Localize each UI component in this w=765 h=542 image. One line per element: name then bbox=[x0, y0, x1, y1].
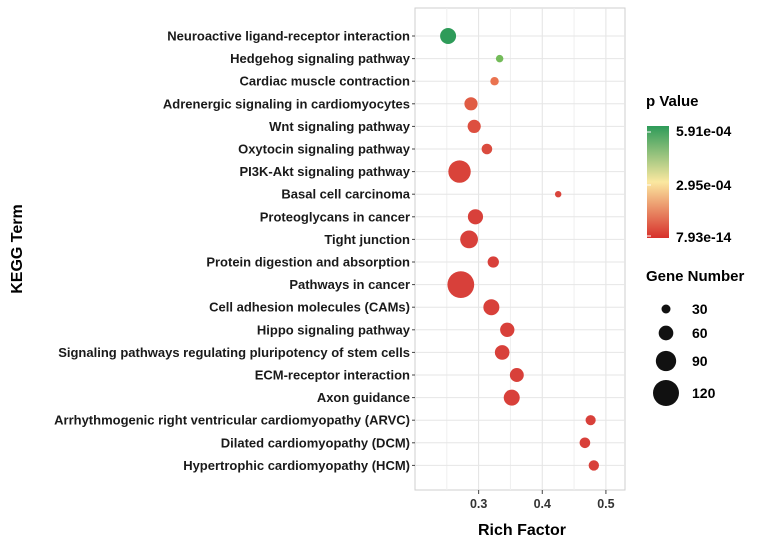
x-tick-label: 0.4 bbox=[534, 497, 551, 511]
y-tick-label: Cell adhesion molecules (CAMs) bbox=[209, 300, 410, 315]
data-point bbox=[554, 191, 562, 198]
color-legend-label-high: 5.91e-04 bbox=[676, 123, 731, 139]
data-point bbox=[494, 345, 510, 360]
y-tick-label: Tight junction bbox=[324, 232, 410, 247]
color-legend-label-low: 7.93e-14 bbox=[676, 229, 731, 245]
y-tick-label: Wnt signaling pathway bbox=[269, 119, 411, 134]
y-tick-label: Signaling pathways regulating pluripoten… bbox=[58, 345, 410, 360]
plot-panel bbox=[414, 7, 626, 491]
data-point bbox=[500, 322, 515, 337]
category-labels: Neuroactive ligand-receptor interaction H… bbox=[54, 29, 415, 473]
x-tick-label: 0.3 bbox=[470, 497, 487, 511]
x-axis-title: Rich Factor bbox=[478, 522, 566, 539]
data-point bbox=[585, 415, 596, 426]
y-tick-label: Basal cell carcinoma bbox=[281, 187, 410, 202]
size-legend-circle bbox=[661, 304, 671, 314]
y-tick-label: Pathways in cancer bbox=[289, 277, 410, 292]
data-point bbox=[503, 389, 520, 406]
y-tick-label: Neuroactive ligand-receptor interaction bbox=[167, 29, 410, 44]
color-legend-bar bbox=[647, 126, 669, 238]
size-legend-title: Gene Number bbox=[646, 268, 745, 285]
data-point bbox=[588, 460, 599, 471]
data-point bbox=[467, 119, 481, 133]
y-tick-label: Adrenergic signaling in cardiomyocytes bbox=[163, 96, 410, 111]
grid-lines bbox=[415, 8, 625, 490]
data-point bbox=[483, 299, 500, 316]
size-legend-circle bbox=[658, 325, 674, 341]
data-point bbox=[460, 230, 479, 249]
color-legend-title: p Value bbox=[646, 93, 699, 110]
size-legend-label: 120 bbox=[692, 385, 716, 401]
y-tick-label: Hypertrophic cardiomyopathy (HCM) bbox=[183, 458, 410, 473]
y-tick-label: Axon guidance bbox=[317, 390, 410, 405]
y-axis-title: KEGG Term bbox=[9, 204, 26, 294]
data-point bbox=[448, 160, 471, 183]
y-tick-label: Protein digestion and absorption bbox=[206, 255, 410, 270]
y-tick-label: Arrhythmogenic right ventricular cardiom… bbox=[54, 413, 410, 428]
data-point bbox=[467, 209, 484, 225]
y-tick-label: Cardiac muscle contraction bbox=[240, 74, 411, 89]
size-legend-circle bbox=[653, 380, 679, 406]
y-tick-label: ECM-receptor interaction bbox=[255, 368, 410, 383]
size-legend-label: 60 bbox=[692, 325, 708, 341]
y-tick-label: Hippo signaling pathway bbox=[257, 322, 411, 337]
x-axis-ticks: 0.3 0.4 0.5 bbox=[470, 490, 615, 511]
data-point bbox=[464, 97, 478, 111]
y-tick-label: Dilated cardiomyopathy (DCM) bbox=[221, 435, 410, 450]
y-tick-label: Hedgehog signaling pathway bbox=[230, 51, 411, 66]
y-tick-label: Oxytocin signaling pathway bbox=[238, 142, 411, 157]
size-legend: Gene Number 30 60 90 120 bbox=[646, 268, 745, 406]
data-point bbox=[579, 437, 591, 449]
y-tick-label: Proteoglycans in cancer bbox=[260, 209, 410, 224]
size-legend-circle bbox=[655, 350, 677, 372]
data-point bbox=[440, 28, 457, 44]
x-tick-label: 0.5 bbox=[597, 497, 614, 511]
data-point bbox=[481, 143, 493, 155]
data-point bbox=[490, 76, 499, 86]
data-point bbox=[495, 54, 504, 63]
size-legend-label: 30 bbox=[692, 301, 708, 317]
size-legend-label: 90 bbox=[692, 353, 708, 369]
data-points bbox=[440, 28, 599, 471]
color-legend-label-mid: 2.95e-04 bbox=[676, 177, 731, 193]
data-point bbox=[487, 256, 499, 268]
y-tick-label: PI3K-Akt signaling pathway bbox=[240, 164, 411, 179]
color-legend: p Value 5.91e-04 2.95e-04 7.93e-14 bbox=[646, 93, 731, 245]
data-point bbox=[447, 271, 475, 298]
data-point bbox=[509, 368, 524, 382]
